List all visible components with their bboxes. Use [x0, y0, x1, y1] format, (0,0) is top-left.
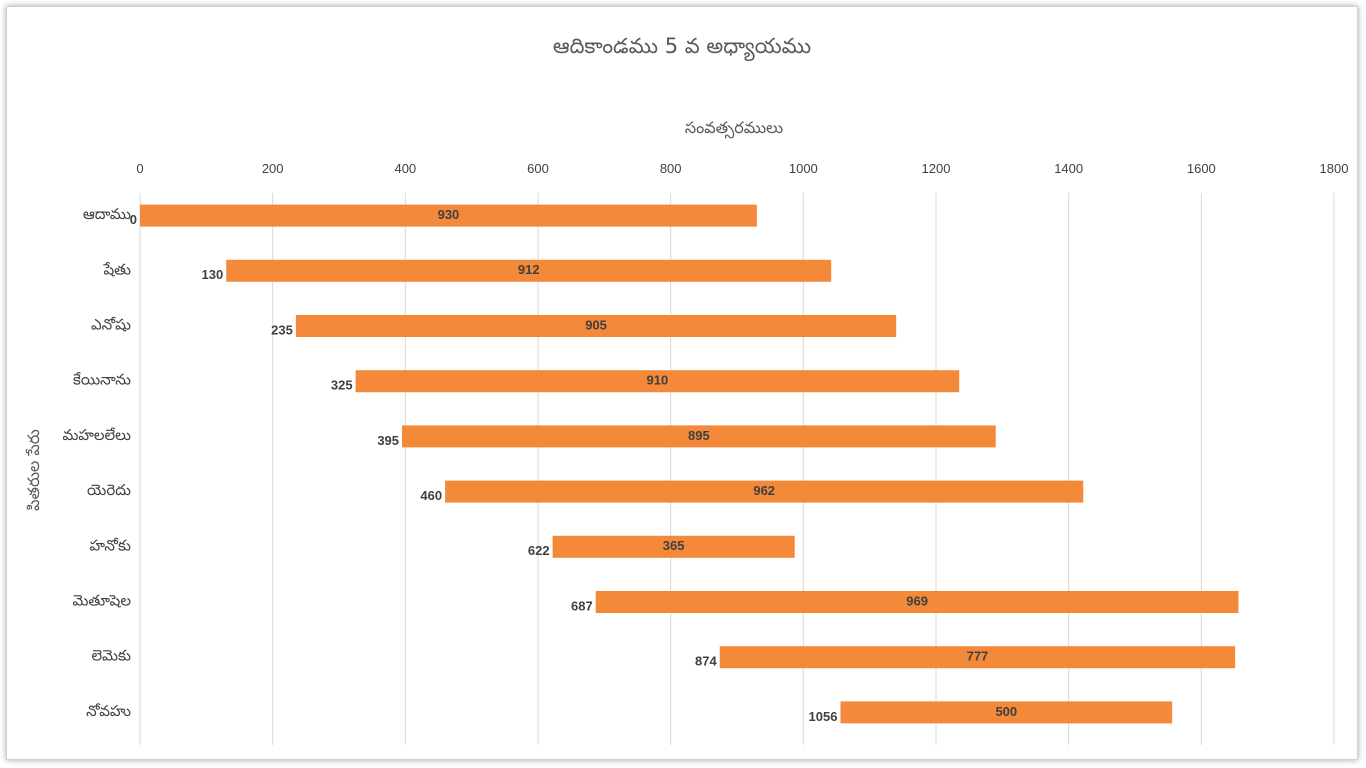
start-value-label: 395 — [377, 433, 399, 448]
bar — [552, 535, 795, 558]
data-labels: 0 930 130 912 235 905 325 910 395 895 460 962 622 365… — [130, 207, 1017, 724]
bar — [355, 370, 960, 393]
chart-svg: ఆదికాండము 5 వ అధ్యాయము సంవత్సరములు పితరు… — [24, 34, 1348, 745]
length-value-label: 365 — [663, 538, 685, 553]
category-label: హనోకు — [89, 536, 131, 554]
bars — [140, 204, 1239, 724]
bar — [295, 315, 897, 337]
bar — [840, 701, 1173, 724]
category-label: మహలలేలు — [63, 426, 131, 444]
chart-frame: ఆదికాండము 5 వ అధ్యాయము సంవత్సరములు పితరు… — [6, 6, 1358, 760]
chart-title: ఆదికాండము 5 వ అధ్యాయము — [553, 34, 811, 62]
x-axis-title: సంవత్సరములు — [685, 118, 783, 139]
start-value-label: 874 — [695, 654, 717, 669]
length-value-label: 930 — [438, 207, 460, 222]
x-tick-800: 800 — [660, 161, 682, 176]
y-axis-title: పితరుల పేరు — [24, 429, 43, 511]
length-value-label: 905 — [585, 317, 607, 332]
x-tick-labels: 0 200 400 600 800 1000 1200 1400 1600 1800 — [136, 161, 1348, 176]
category-label: షేతు — [102, 260, 131, 278]
category-labels: ఆదాము షేతు ఎనోషు కేయినాను మహలలేలు యెరెదు హనోకు… — [63, 205, 132, 720]
gridlines — [139, 193, 1335, 745]
bar — [140, 204, 757, 227]
length-value-label: 912 — [518, 262, 540, 277]
x-tick-0: 0 — [136, 161, 143, 176]
length-value-label: 777 — [967, 649, 989, 664]
start-value-label: 687 — [571, 598, 593, 613]
bar — [445, 480, 1084, 503]
bar — [402, 425, 996, 448]
x-tick-1200: 1200 — [922, 161, 951, 176]
category-label: కేయినాను — [73, 371, 131, 389]
bar — [719, 646, 1236, 669]
bar — [226, 259, 832, 282]
x-tick-400: 400 — [394, 161, 416, 176]
start-value-label: 235 — [271, 322, 293, 337]
start-value-label: 622 — [528, 543, 550, 558]
category-label: యెరెదు — [87, 481, 131, 499]
start-value-label: 1056 — [809, 709, 838, 724]
category-label: లెమెకు — [91, 647, 131, 665]
start-value-label: 325 — [331, 378, 353, 393]
category-label: నోవహు — [86, 702, 131, 720]
category-label: ఎనోషు — [91, 316, 131, 334]
category-label: ఆదాము — [83, 205, 131, 223]
start-value-label: 130 — [202, 267, 224, 282]
x-tick-1400: 1400 — [1054, 161, 1083, 176]
length-value-label: 969 — [906, 593, 928, 608]
length-value-label: 895 — [688, 428, 710, 443]
length-value-label: 500 — [995, 704, 1017, 719]
length-value-label: 962 — [753, 483, 775, 498]
start-value-label: 460 — [420, 488, 442, 503]
bar — [595, 591, 1239, 613]
x-tick-600: 600 — [527, 161, 549, 176]
x-tick-1000: 1000 — [789, 161, 818, 176]
x-tick-1800: 1800 — [1320, 161, 1349, 176]
category-label: మెతూషెల — [72, 592, 131, 610]
x-tick-1600: 1600 — [1187, 161, 1216, 176]
length-value-label: 910 — [647, 373, 669, 388]
x-tick-200: 200 — [262, 161, 284, 176]
start-value-label: 0 — [130, 212, 137, 227]
